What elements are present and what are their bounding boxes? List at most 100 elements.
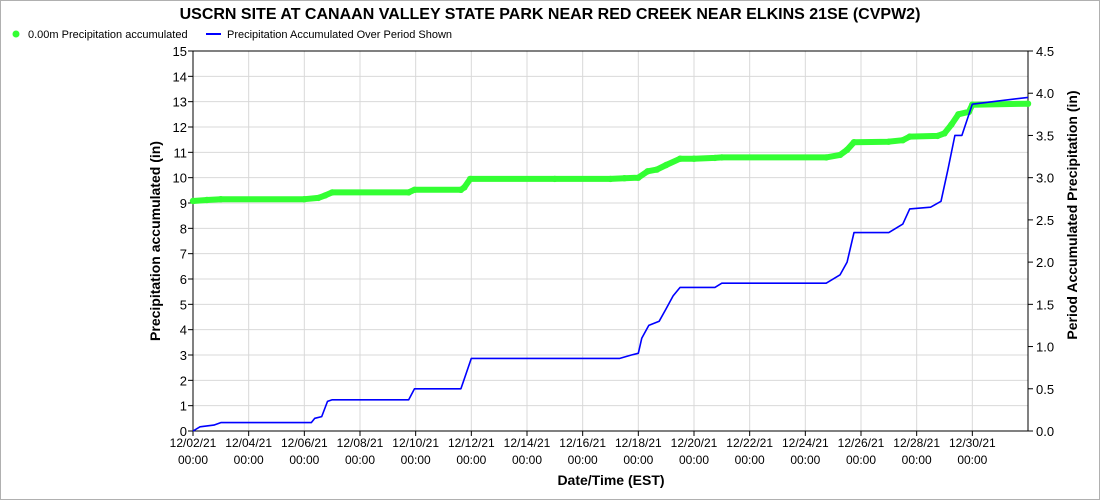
x-tick-label-time: 00:00: [456, 453, 486, 467]
series-point: [718, 154, 725, 161]
x-tick-label-time: 00:00: [957, 453, 987, 467]
x-tick-label-time: 00:00: [401, 453, 431, 467]
y-tick-label: 14: [173, 69, 187, 84]
y-tick-label: 13: [173, 95, 187, 110]
y2-tick-label: 4.5: [1036, 44, 1054, 59]
x-tick-label-time: 00:00: [178, 453, 208, 467]
y-tick-label: 1: [180, 399, 187, 414]
series-point: [836, 151, 844, 159]
series-point: [676, 155, 684, 162]
y2-tick-label: 0.0: [1036, 424, 1054, 439]
x-axis: 12/02/21 00:00 12/04/21 00:00 12/06/21 00:00 1…: [170, 431, 996, 467]
series-point: [461, 184, 468, 191]
series-point: [955, 111, 962, 118]
x-tick-label-date: 12/28/21: [893, 436, 940, 450]
x-tick-label-time: 00:00: [902, 453, 932, 467]
y2-tick-label: 2.0: [1036, 255, 1054, 270]
series-point: [941, 130, 948, 137]
series-point: [203, 196, 211, 204]
y-tick-label: 9: [180, 196, 187, 211]
series-point: [315, 194, 322, 202]
x-tick-label-date: 12/02/21: [170, 436, 217, 450]
x-tick-label-date: 12/24/21: [782, 436, 829, 450]
y-tick-label: 7: [180, 247, 187, 262]
x-tick-label-date: 12/26/21: [838, 436, 885, 450]
x-tick-label-date: 12/08/21: [337, 436, 384, 450]
y-tick-label: 4: [180, 323, 187, 338]
series-point: [301, 196, 308, 203]
series-point: [690, 155, 698, 162]
plot-area: [192, 50, 1029, 432]
x-tick-label-time: 00:00: [735, 453, 765, 467]
y-tick-label: 8: [180, 221, 187, 236]
series-point: [711, 154, 719, 162]
series-point: [885, 138, 892, 145]
y-tick-label: 15: [173, 44, 187, 59]
x-tick-label-date: 12/18/21: [615, 436, 662, 450]
series-line-period-accumulated: [192, 96, 1029, 432]
series-layer: [189, 96, 1032, 432]
series-point: [906, 133, 913, 140]
series-point: [329, 189, 336, 196]
y2-tick-label: 3.0: [1036, 171, 1054, 186]
y-tick-label: 11: [174, 145, 188, 160]
y-tick-label: 2: [180, 373, 187, 388]
series-point: [663, 161, 670, 169]
x-tick-label-date: 12/10/21: [392, 436, 439, 450]
x-tick-label-time: 00:00: [568, 453, 598, 467]
legend: 0.00m Precipitation accumulated Precipit…: [12, 29, 452, 41]
x-tick-label-date: 12/20/21: [671, 436, 718, 450]
x-tick-label-time: 00:00: [289, 453, 319, 467]
series-point: [405, 189, 412, 196]
series-point: [934, 132, 941, 140]
y-tick-label: 5: [180, 297, 187, 312]
y2-tick-label: 3.5: [1036, 128, 1054, 143]
series-point: [411, 186, 418, 193]
series-point: [322, 192, 329, 199]
x-tick-label-date: 12/12/21: [448, 436, 495, 450]
y2-tick-label: 1.5: [1036, 297, 1054, 312]
y-tick-label: 0: [180, 424, 187, 439]
y-axis-label: Precipitation accumulated (in): [147, 141, 163, 341]
series-point: [823, 154, 830, 161]
legend-marker-series-1: [12, 30, 20, 38]
y-tick-label: 10: [173, 171, 187, 186]
series-point: [1024, 100, 1032, 107]
x-tick-label-date: 12/04/21: [225, 436, 272, 450]
series-point: [899, 137, 906, 144]
y-tick-label: 3: [180, 348, 187, 363]
series-point: [948, 121, 955, 128]
series-point: [850, 139, 858, 146]
x-tick-label-time: 00:00: [790, 453, 820, 467]
series-point: [644, 168, 651, 175]
y2-tick-label: 0.5: [1036, 382, 1054, 397]
y-tick-label: 6: [180, 272, 187, 287]
x-tick-label-date: 12/30/21: [949, 436, 996, 450]
x-tick-label-time: 00:00: [234, 453, 264, 467]
y-tick-label: 12: [173, 120, 187, 135]
series-point: [467, 175, 474, 183]
series-point: [635, 174, 642, 181]
y2-tick-label: 2.5: [1036, 213, 1054, 228]
series-point: [653, 166, 661, 173]
y2-tick-label: 1.0: [1036, 340, 1054, 355]
legend-label-series-1: 0.00m Precipitation accumulated: [28, 29, 188, 41]
series-point: [217, 196, 224, 203]
x-tick-label-date: 12/06/21: [281, 436, 328, 450]
x-axis-label: Date/Time (EST): [557, 472, 664, 488]
grid: [192, 50, 1028, 432]
y2-tick-label: 4.0: [1036, 86, 1054, 101]
series-point: [189, 197, 197, 205]
x-tick-label-time: 00:00: [623, 453, 653, 467]
x-tick-label-time: 00:00: [846, 453, 876, 467]
right-y-axis: 0.0 0.5 1.0 1.5 2.0 2.5 3.0 3.5 4.0 4.5: [1028, 44, 1054, 439]
x-tick-label-time: 00:00: [679, 453, 709, 467]
series-point: [621, 175, 628, 182]
legend-label-series-2: Precipitation Accumulated Over Period Sh…: [227, 29, 452, 41]
y2-axis-label: Period Accumulated Precipitation (in): [1064, 90, 1080, 339]
series-point: [607, 175, 614, 183]
x-tick-label-date: 12/16/21: [559, 436, 606, 450]
x-tick-label-time: 00:00: [345, 453, 375, 467]
